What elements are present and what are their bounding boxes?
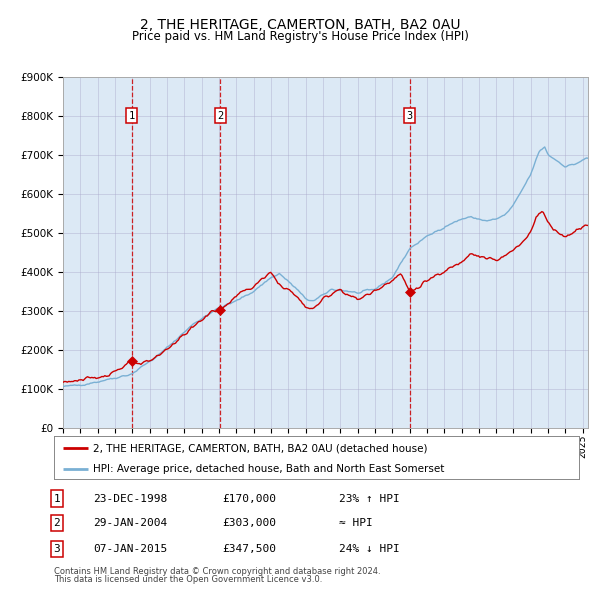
Text: ≈ HPI: ≈ HPI [339,519,373,528]
Text: 23-DEC-1998: 23-DEC-1998 [93,494,167,503]
Text: This data is licensed under the Open Government Licence v3.0.: This data is licensed under the Open Gov… [54,575,322,584]
Text: 24% ↓ HPI: 24% ↓ HPI [339,544,400,553]
Text: 3: 3 [53,544,61,553]
Text: 3: 3 [407,111,413,121]
Text: HPI: Average price, detached house, Bath and North East Somerset: HPI: Average price, detached house, Bath… [94,464,445,474]
Text: 2, THE HERITAGE, CAMERTON, BATH, BA2 0AU: 2, THE HERITAGE, CAMERTON, BATH, BA2 0AU [140,18,460,32]
Text: £347,500: £347,500 [222,544,276,553]
Text: 2: 2 [53,519,61,528]
Text: 2: 2 [217,111,223,121]
Text: £303,000: £303,000 [222,519,276,528]
Text: £170,000: £170,000 [222,494,276,503]
Text: Contains HM Land Registry data © Crown copyright and database right 2024.: Contains HM Land Registry data © Crown c… [54,566,380,576]
Text: 07-JAN-2015: 07-JAN-2015 [93,544,167,553]
Text: 1: 1 [53,494,61,503]
Text: 29-JAN-2004: 29-JAN-2004 [93,519,167,528]
Text: 23% ↑ HPI: 23% ↑ HPI [339,494,400,503]
Text: 2, THE HERITAGE, CAMERTON, BATH, BA2 0AU (detached house): 2, THE HERITAGE, CAMERTON, BATH, BA2 0AU… [94,443,428,453]
Text: Price paid vs. HM Land Registry's House Price Index (HPI): Price paid vs. HM Land Registry's House … [131,30,469,43]
Text: 1: 1 [128,111,135,121]
